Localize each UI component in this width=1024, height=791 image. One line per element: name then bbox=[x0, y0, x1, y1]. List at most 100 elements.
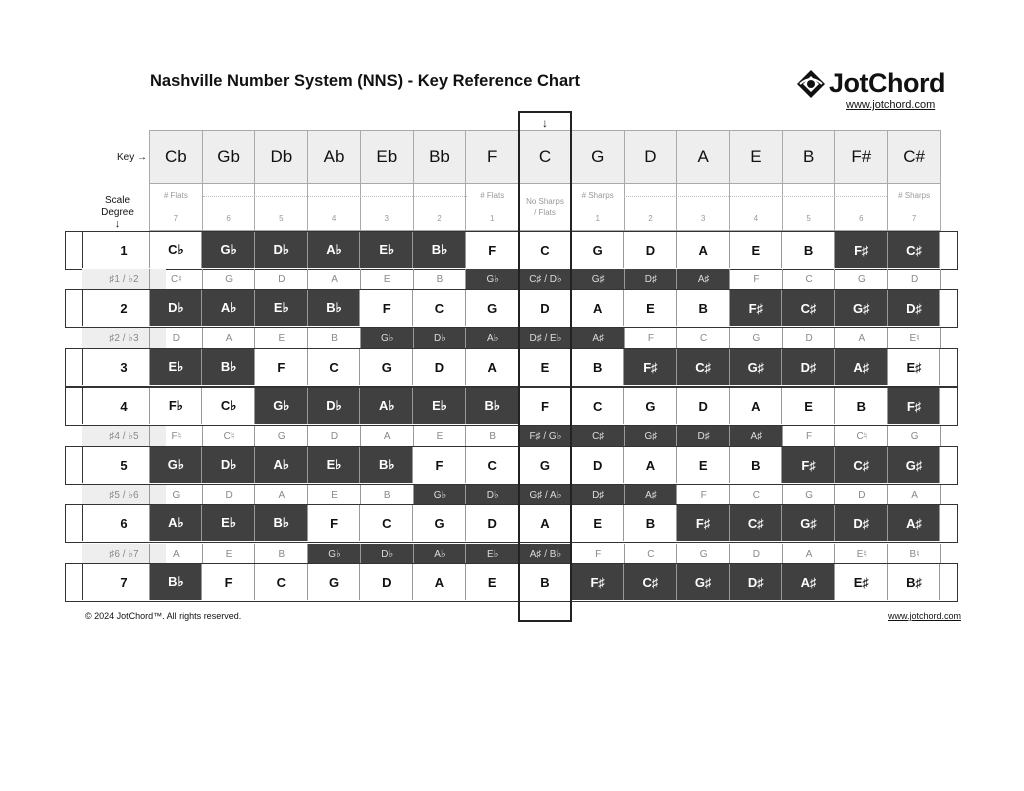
note-cell: C♯ bbox=[833, 447, 888, 483]
row-end-cell bbox=[939, 388, 957, 424]
note-cell: A♯ bbox=[570, 328, 625, 348]
info-count: 7 bbox=[911, 214, 917, 223]
note-cell: G bbox=[412, 505, 466, 541]
scale-label: Degree bbox=[101, 206, 134, 218]
note-cell: B♯ bbox=[886, 564, 941, 600]
note-cell: C♯ bbox=[675, 349, 730, 385]
note-cell: B bbox=[675, 290, 730, 326]
row-end-cell bbox=[939, 485, 958, 505]
note-cell: D♯ bbox=[676, 426, 731, 446]
key-header-cell: F bbox=[465, 130, 520, 184]
note-cell: C bbox=[729, 485, 783, 505]
note-cell: D♯ bbox=[570, 485, 625, 505]
note-cell: D♯ / E♭ bbox=[518, 328, 572, 348]
note-cell: F bbox=[781, 426, 836, 446]
note-cell: A bbox=[675, 232, 730, 268]
note-cell: E♭ bbox=[359, 232, 414, 268]
note-cell: E bbox=[359, 269, 414, 289]
note-cell: G bbox=[570, 232, 624, 268]
note-cell: G bbox=[306, 564, 361, 600]
note-cell: G bbox=[729, 328, 783, 348]
chromatic-row: ♯6 / ♭7 A E B G♭ D♭ A♭ E♭ A♯ / B♭ F C G D A E♮ B♮ bbox=[65, 544, 958, 564]
key-header-cell: C# bbox=[887, 130, 941, 184]
note-cell: C♮ bbox=[149, 269, 203, 289]
note-cell: C♯ bbox=[781, 290, 835, 326]
row-label: ♯5 / ♭6 bbox=[82, 485, 166, 505]
note-cell: E♯ bbox=[833, 564, 888, 600]
note-cell: A bbox=[570, 290, 624, 326]
chromatic-row: ♯4 / ♭5 F♮ C♮ G D A E B F♯ / G♭ C♯ G♯ D♯ A♯ F C♮ G bbox=[65, 426, 958, 446]
website-link[interactable]: www.jotchord.com bbox=[846, 99, 936, 111]
row-end-cell bbox=[939, 290, 957, 326]
info-count: 2 bbox=[648, 214, 653, 223]
note-cell: B♭ bbox=[359, 447, 414, 483]
note-cell: A♭ bbox=[201, 290, 255, 326]
dotted-line bbox=[203, 196, 467, 197]
key-info-cell: 3 bbox=[359, 183, 414, 231]
note-cell: E♭ bbox=[412, 388, 466, 424]
key-header-cell: Ab bbox=[307, 130, 361, 184]
note-cell: D bbox=[623, 232, 677, 268]
note-cell: C♮ bbox=[834, 426, 888, 446]
note-cell: D bbox=[729, 544, 783, 564]
key-info-cell: # Flats 7 bbox=[149, 183, 203, 231]
key-header-cell: D bbox=[623, 130, 678, 184]
note-cell: B bbox=[254, 544, 308, 564]
info-count: 1 bbox=[595, 214, 600, 223]
note-cell: A bbox=[464, 349, 519, 385]
key-header-cell: Cb bbox=[149, 130, 203, 184]
note-cell: A♯ bbox=[781, 564, 835, 600]
note-cell: G♯ bbox=[570, 269, 625, 289]
info-label: # Sharps bbox=[581, 191, 614, 200]
note-cell: A bbox=[359, 426, 414, 446]
key-header-cell: Bb bbox=[412, 130, 467, 184]
key-info-cell: No Sharps / Flats bbox=[518, 183, 572, 231]
note-cell: E♭ bbox=[253, 290, 308, 326]
note-cell: C♭ bbox=[148, 232, 203, 268]
note-cell: A bbox=[623, 447, 677, 483]
note-cell: F♯ bbox=[623, 349, 677, 385]
row-end-cell bbox=[939, 447, 957, 483]
note-cell: B bbox=[781, 232, 835, 268]
note-cell: F bbox=[729, 269, 783, 289]
note-cell: G♭ bbox=[253, 388, 308, 424]
key-info-cell: # Sharps 1 bbox=[570, 183, 625, 231]
row-end-cell bbox=[939, 544, 958, 564]
note-cell: A♭ bbox=[148, 505, 203, 541]
note-cell: G bbox=[201, 269, 256, 289]
scale-degree-row: 6 A♭ E♭ B♭ F C G D A E B F♯ C♯ G♯ D♯ A♯ bbox=[65, 504, 958, 543]
key-info-cell: 4 bbox=[307, 183, 361, 231]
key-info-cell: 2 bbox=[412, 183, 467, 231]
note-cell: G bbox=[887, 426, 941, 446]
chromatic-row: ♯1 / ♭2 C♮ G D A E B G♭ C♯ / D♭ G♯ D♯ A♯ F C G D bbox=[65, 269, 958, 289]
note-cell: F bbox=[412, 447, 466, 483]
note-cell: C♮ bbox=[201, 426, 256, 446]
key-info-cell: 5 bbox=[254, 183, 309, 231]
note-cell: G bbox=[359, 349, 413, 385]
note-cell: A♭ bbox=[253, 447, 308, 483]
note-cell: A♯ bbox=[676, 269, 731, 289]
note-cell: F bbox=[676, 485, 730, 505]
note-cell: F bbox=[464, 232, 519, 268]
note-cell: B♭ bbox=[201, 349, 255, 385]
note-cell: C♯ / D♭ bbox=[518, 269, 572, 289]
note-cell: C♯ bbox=[728, 505, 783, 541]
footer-link[interactable]: www.jotchord.com bbox=[888, 611, 962, 621]
note-cell: G bbox=[517, 447, 572, 483]
note-cell: D♭ bbox=[465, 485, 520, 505]
note-cell: B♭ bbox=[253, 505, 308, 541]
note-cell: A bbox=[201, 328, 256, 348]
note-cell: B bbox=[465, 426, 519, 446]
info-count: 5 bbox=[279, 214, 284, 223]
note-cell: C bbox=[676, 328, 730, 348]
info-count: 4 bbox=[331, 214, 337, 223]
note-cell: G♭ bbox=[465, 269, 520, 289]
row-end-cell bbox=[939, 426, 958, 446]
note-cell: D♯ bbox=[781, 349, 835, 385]
note-cell: F♯ bbox=[570, 564, 625, 600]
note-cell: G♯ bbox=[886, 447, 941, 483]
note-cell: E bbox=[254, 328, 308, 348]
note-cell: D bbox=[834, 485, 888, 505]
note-cell: C bbox=[570, 388, 624, 424]
key-header-cell: A bbox=[676, 130, 731, 184]
